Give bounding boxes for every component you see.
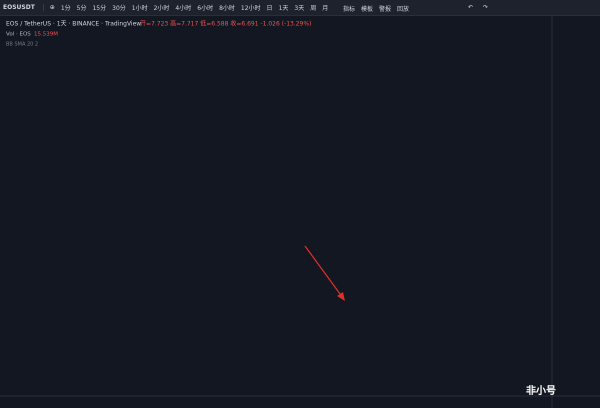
tool-button[interactable]: 回放: [397, 5, 410, 13]
interval-button[interactable]: 1天: [278, 5, 289, 12]
intervals: 1分 5分 15分 30分 1小时 2小时 4小时 6小时 8小时 12小时日 1天 3天周月: [58, 3, 331, 12]
interval-button[interactable]: 2小时: [153, 5, 170, 12]
add-symbol[interactable]: ⊕: [49, 4, 55, 11]
toolbar: EOSUSDT ⊕ 1分 5分 15分 30分 1小时 2小时 4小时 6小时 8小时 12小时日…: [0, 0, 600, 16]
interval-button[interactable]: 1小时: [131, 5, 148, 12]
tool-button[interactable]: 模板: [361, 5, 374, 13]
tool-button[interactable]: 指标: [343, 5, 356, 13]
redo[interactable]: ↷: [483, 4, 489, 11]
indicator-legend: BB SMA 20 2: [6, 42, 38, 48]
annotation-arrow: [304, 245, 345, 301]
interval-button[interactable]: 30分: [112, 5, 126, 12]
chart-title: EOS / TetherUS · 1天 · BINANCE · TradingV…: [6, 21, 141, 28]
interval-button[interactable]: 12小时: [240, 5, 261, 12]
interval-button[interactable]: 周: [310, 5, 317, 12]
interval-button[interactable]: 日: [266, 5, 273, 12]
tools: 指标 模板 警报 回放: [340, 0, 412, 16]
watermark: 非小号: [526, 384, 556, 397]
arrow-head: [337, 292, 345, 301]
arrow-shaft: [304, 245, 344, 299]
undo[interactable]: ↶: [468, 4, 474, 11]
interval-button[interactable]: 5分: [76, 5, 87, 12]
chart: EOS / TetherUS · 1天 · BINANCE · TradingV…: [0, 16, 600, 408]
interval-button[interactable]: 6小时: [197, 5, 214, 12]
interval-button[interactable]: 3天: [294, 5, 305, 12]
interval-button[interactable]: 8小时: [219, 5, 235, 12]
interval-button[interactable]: 月: [322, 5, 329, 12]
interval-button[interactable]: 4小时: [175, 5, 192, 12]
symbol[interactable]: EOSUSDT: [3, 4, 44, 11]
interval-button[interactable]: 15分: [92, 5, 107, 12]
tool-button[interactable]: 警报: [379, 5, 392, 13]
volume-legend: Vol · EOS: [6, 32, 31, 38]
volume-value: 15.539M: [34, 32, 58, 38]
ohlc-legend: 开=7.723 高=7.717 低=6.588 收=6.691 -1.026 (…: [140, 20, 311, 28]
interval-button[interactable]: 1分: [60, 5, 71, 12]
chart-bg: [0, 16, 600, 408]
